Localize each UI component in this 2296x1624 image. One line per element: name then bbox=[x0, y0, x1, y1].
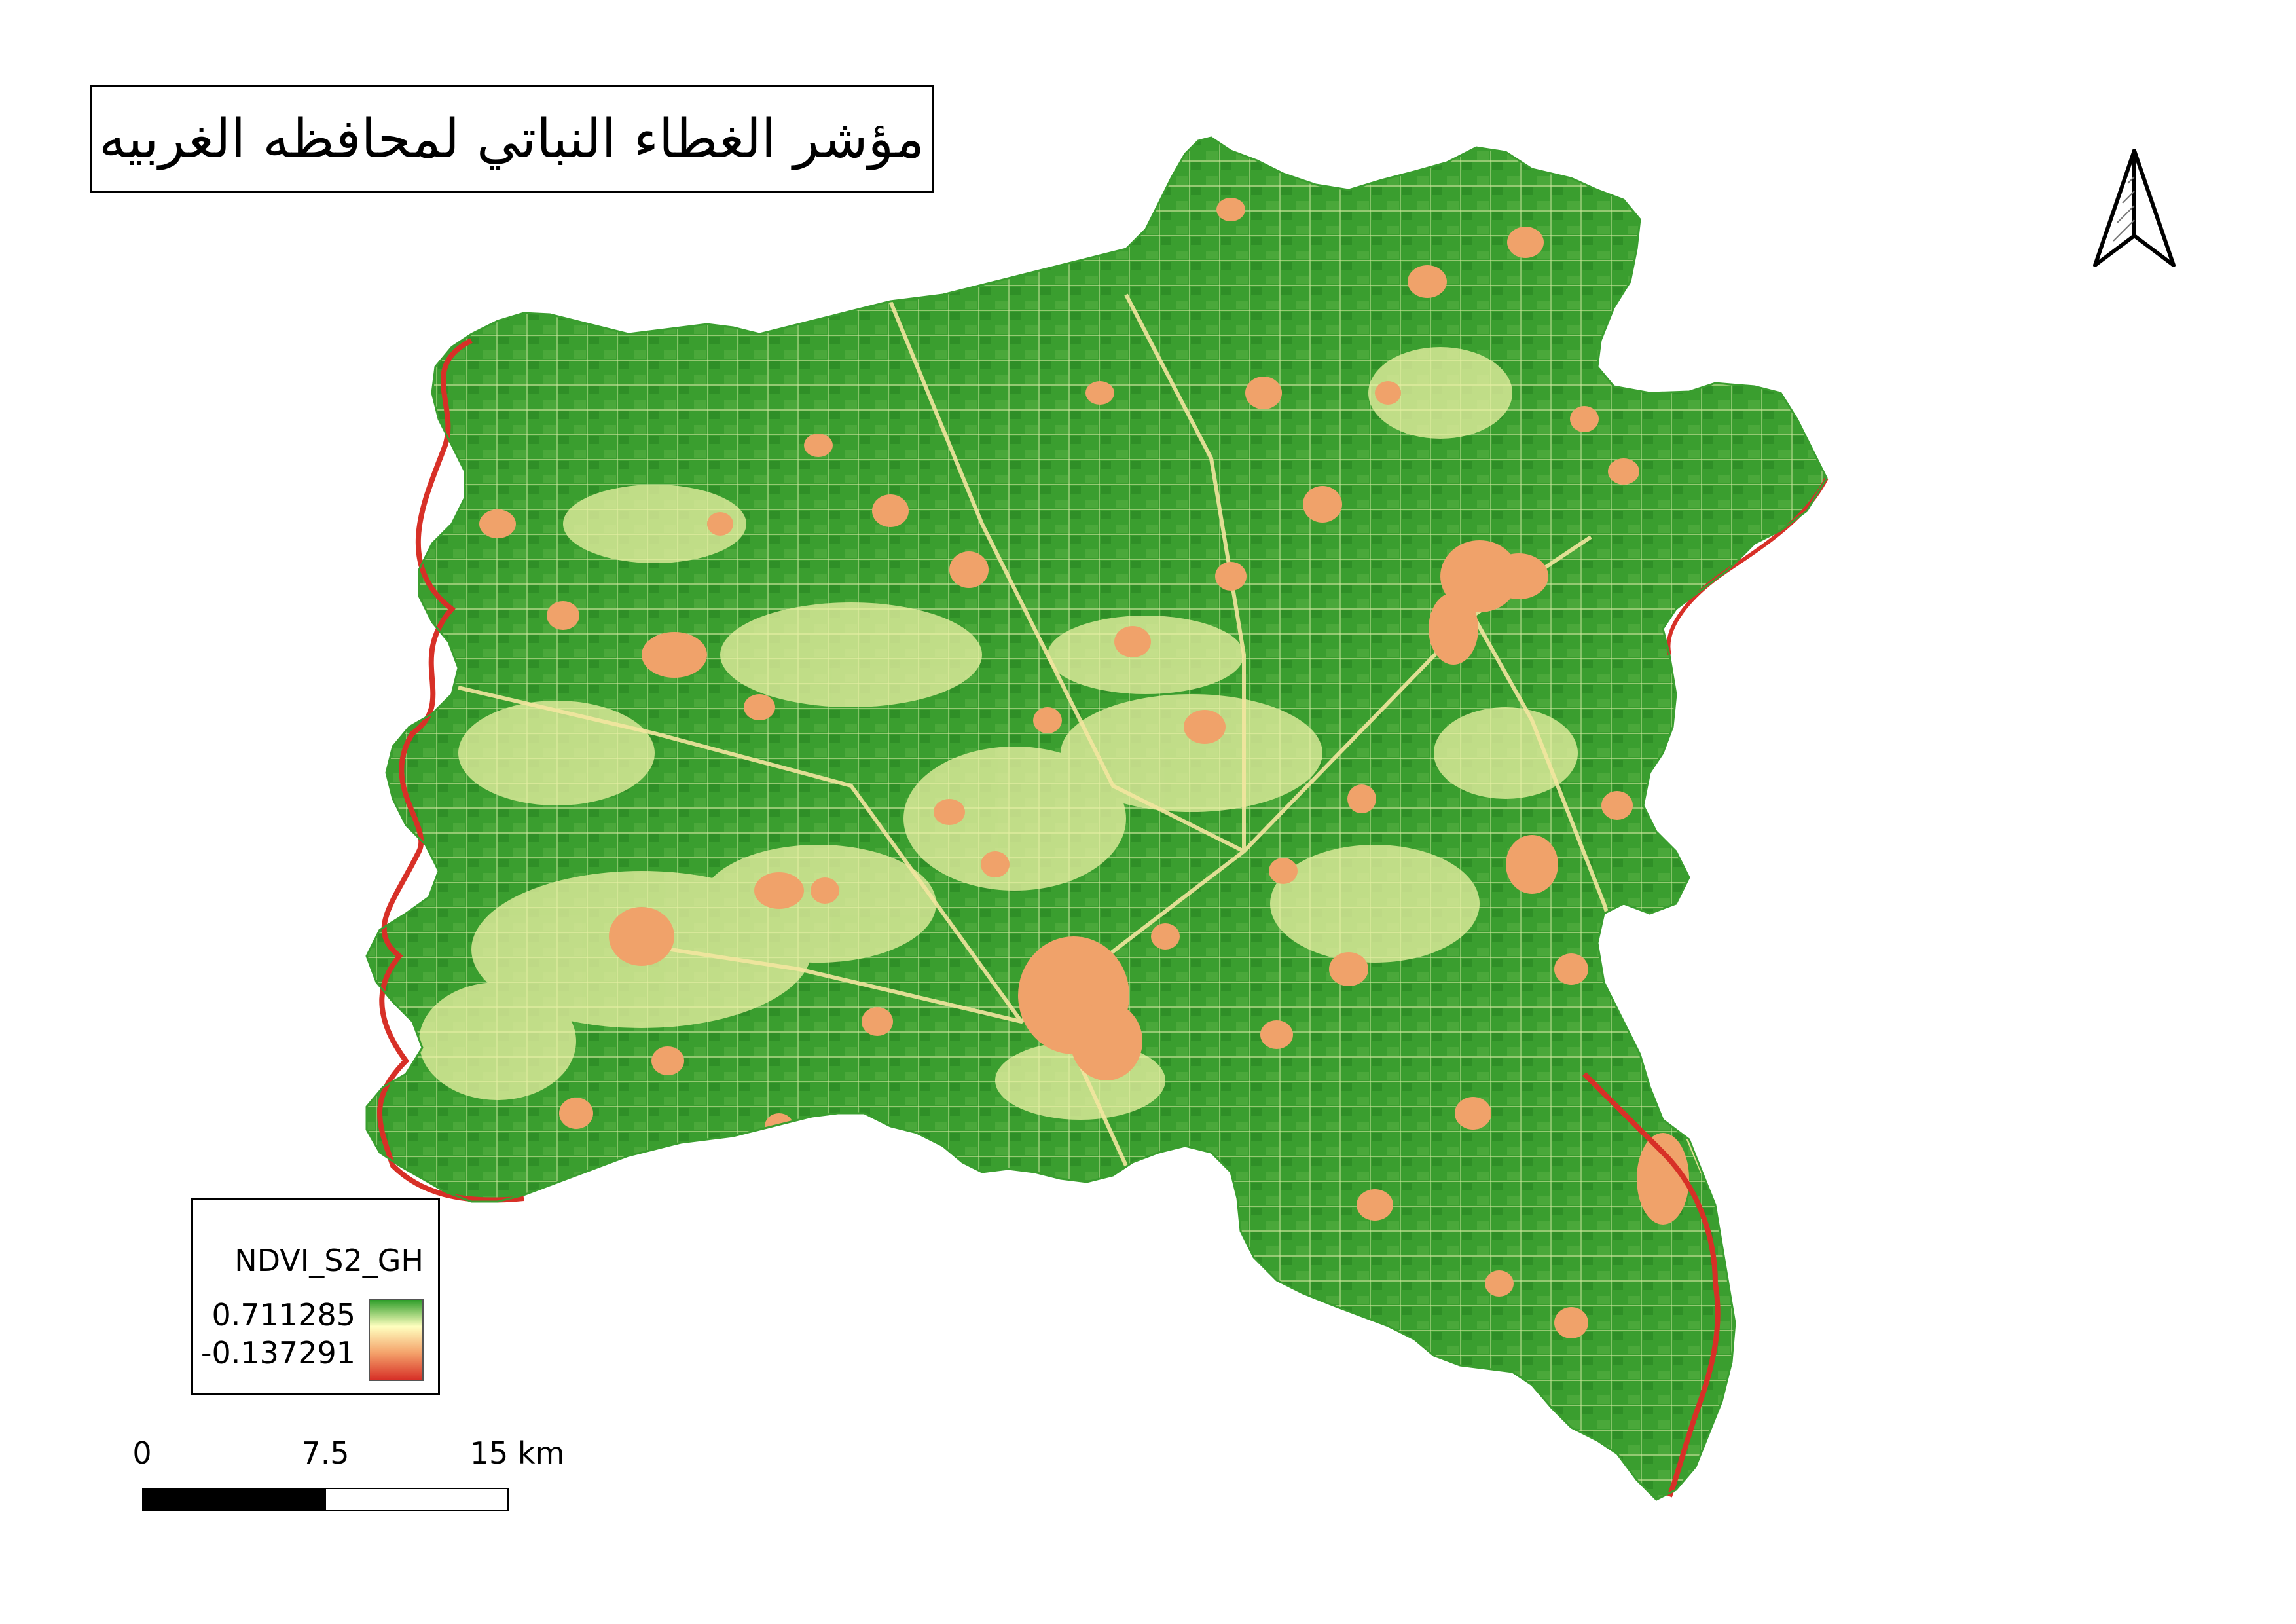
legend-min-value: -0.137291 bbox=[200, 1335, 355, 1371]
north-arrow-icon bbox=[2093, 149, 2176, 267]
legend-max-value: 0.711285 bbox=[211, 1297, 356, 1333]
map-title-box: مؤشر الغطاء النباتي لمحافظه الغربيه bbox=[90, 85, 934, 193]
legend: NDVI_S2_GH 0.711285 -0.137291 bbox=[191, 1198, 440, 1395]
light-vegetation-patches bbox=[419, 347, 1578, 1120]
map-title: مؤشر الغطاء النباتي لمحافظه الغربيه bbox=[99, 108, 924, 170]
scale-label-0: 0 bbox=[132, 1435, 152, 1471]
urban-areas bbox=[479, 198, 1689, 1338]
legend-color-ramp bbox=[369, 1299, 424, 1381]
legend-layer-name: NDVI_S2_GH bbox=[234, 1243, 424, 1278]
scale-bar bbox=[142, 1488, 509, 1511]
scale-label-end: 15 km bbox=[469, 1435, 565, 1471]
scale-label-mid: 7.5 bbox=[301, 1435, 350, 1471]
